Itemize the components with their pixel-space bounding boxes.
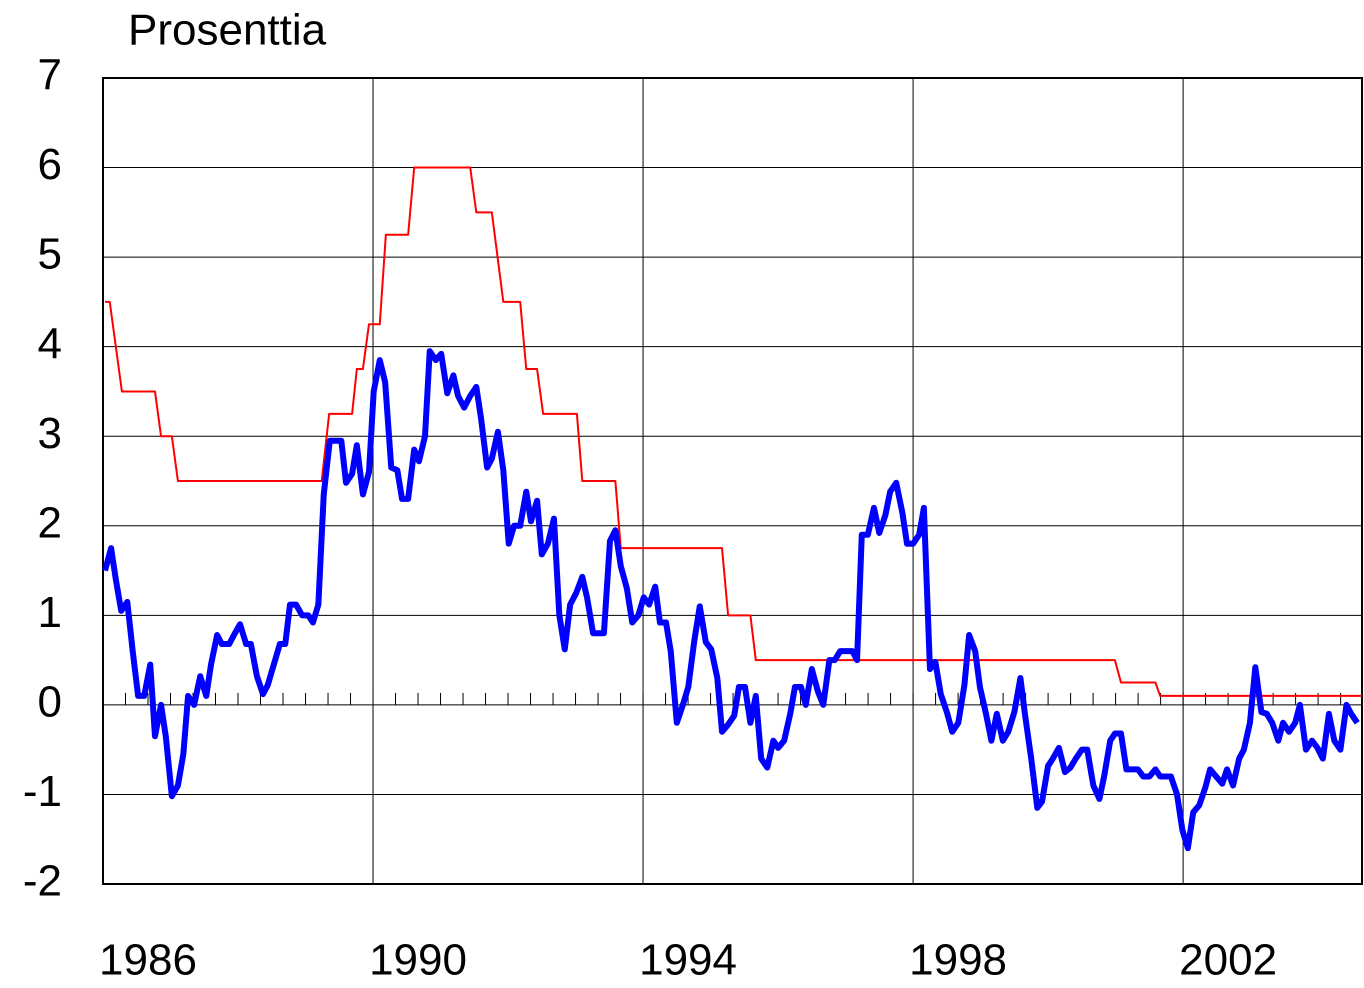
y-tick-label: 6 xyxy=(38,140,62,189)
y-tick-label: 2 xyxy=(38,498,62,547)
y-tick-label: 7 xyxy=(38,51,62,100)
x-tick-label: 1994 xyxy=(639,936,737,985)
x-tick-label: 1990 xyxy=(369,936,467,985)
line-series xyxy=(105,166,1362,697)
x-tick-label: 2002 xyxy=(1179,936,1277,985)
line-series xyxy=(102,348,1360,852)
y-tick-label: 1 xyxy=(38,588,62,637)
y-tick-label: -2 xyxy=(23,857,62,906)
x-tick-label: 1986 xyxy=(99,936,197,985)
y-tick-label: 4 xyxy=(38,319,62,368)
x-tick-label: 1998 xyxy=(909,936,1007,985)
y-tick-label: 3 xyxy=(38,409,62,458)
y-tick-label: 5 xyxy=(38,230,62,279)
y-tick-label: -1 xyxy=(23,767,62,816)
chart-title: Prosenttia xyxy=(128,6,327,55)
y-tick-label: 0 xyxy=(38,678,62,727)
plot-frame xyxy=(102,77,1363,885)
